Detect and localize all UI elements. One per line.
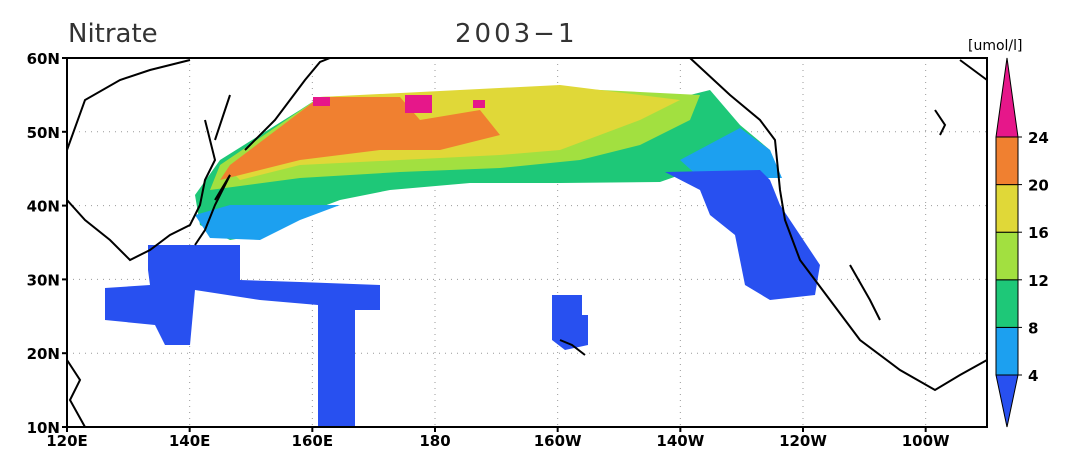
- colorbar-label: 8: [1028, 319, 1038, 337]
- colorbar-segment: [995, 184, 1019, 233]
- field-20-24: [220, 97, 500, 180]
- field-0-4: [105, 245, 380, 427]
- lon-label: 180: [419, 432, 450, 450]
- colorbar-label: 20: [1028, 177, 1049, 195]
- field-24: [405, 95, 432, 113]
- lat-label: 50N: [27, 124, 60, 142]
- lon-label: 100W: [902, 432, 950, 450]
- lat-label: 20N: [27, 345, 60, 363]
- colorbar-segment: [995, 231, 1019, 281]
- lon-label: 120E: [46, 432, 88, 450]
- field-24: [313, 97, 330, 106]
- field-4-8: [680, 128, 782, 178]
- field-0-4: [665, 170, 820, 300]
- lon-label: 140W: [656, 432, 704, 450]
- colorbar-label: 4: [1028, 367, 1038, 385]
- colorbar-label: 24: [1028, 129, 1049, 147]
- colorbar-segment: [995, 326, 1019, 376]
- lon-label: 160W: [534, 432, 582, 450]
- nitrate-field: [105, 85, 820, 427]
- lat-label: 40N: [27, 198, 60, 216]
- field-4-8: [195, 205, 340, 240]
- lon-label: 120W: [779, 432, 827, 450]
- colorbar: 4 8 12 16 20 24: [995, 57, 1049, 428]
- colorbar-high: [995, 57, 1019, 138]
- lat-label: 30N: [27, 271, 60, 289]
- field-0-4: [552, 295, 588, 350]
- colorbar-label: 16: [1028, 224, 1049, 242]
- lat-label: 10N: [27, 419, 60, 437]
- subtitle: 2003−1: [455, 19, 578, 49]
- field-24: [473, 100, 485, 108]
- lat-label: 60N: [27, 50, 60, 68]
- axes: 120E 140E 160E 180 160W 140W 120W 100W 60N 50N 40N…: [27, 50, 950, 450]
- lon-label: 160E: [292, 432, 334, 450]
- plot-frame: [66, 57, 988, 428]
- lon-label: 140E: [169, 432, 211, 450]
- coastlines: [66, 57, 988, 428]
- colorbar-label: 12: [1028, 272, 1049, 290]
- colorbar-segment: [995, 279, 1019, 328]
- units: [umol/l]: [968, 38, 1023, 54]
- colorbar-low: [995, 374, 1019, 428]
- title: Nitrate: [68, 19, 158, 49]
- colorbar-segment: [995, 136, 1019, 186]
